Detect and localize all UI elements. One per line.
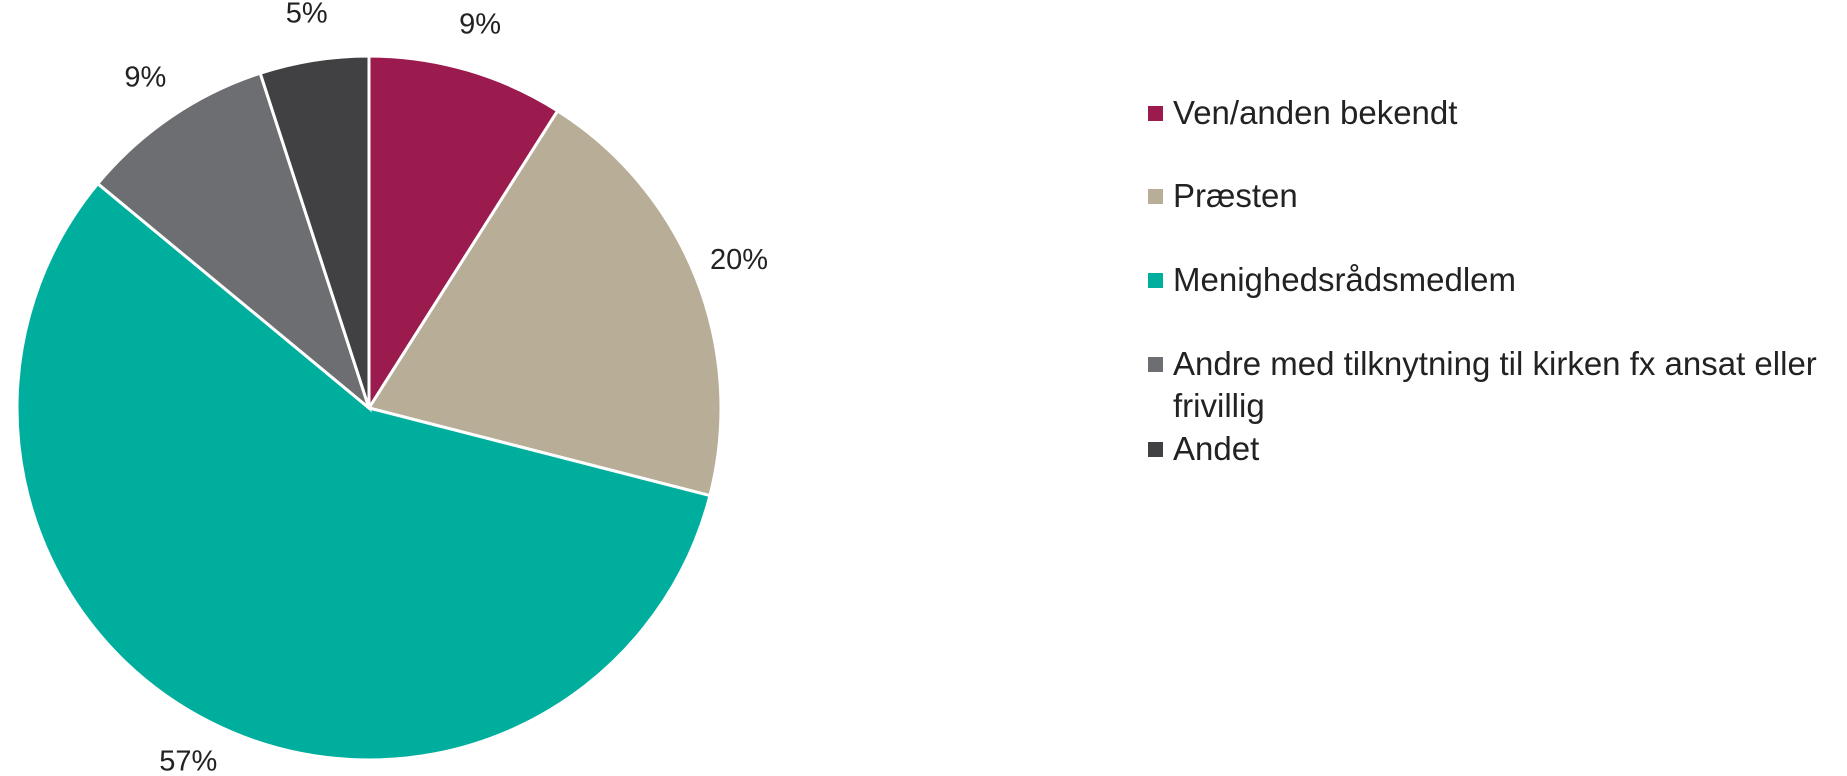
legend-swatch <box>1148 357 1163 372</box>
legend-label: Ven/anden bekendt <box>1173 94 1458 131</box>
pie-slice <box>15 181 712 762</box>
data-label: 9% <box>459 8 501 40</box>
pie-slice <box>366 108 723 498</box>
legend-item: Præsten <box>1148 175 1828 217</box>
legend-item: Andet <box>1148 428 1828 470</box>
legend-item: Menighedsrådsmedlem <box>1148 259 1828 301</box>
legend-label: Præsten <box>1173 177 1298 214</box>
legend-label: Menighedsrådsmedlem <box>1173 261 1517 298</box>
data-label: 20% <box>710 244 768 276</box>
legend-item: Ven/anden bekendt <box>1148 92 1828 134</box>
legend-swatch <box>1148 442 1163 457</box>
data-label: 5% <box>286 0 328 30</box>
data-label: 9% <box>124 61 166 93</box>
legend-label: Andre med tilknytning til kirken fx ansa… <box>1173 345 1817 424</box>
legend-item: Andre med tilknytning til kirken fx ansa… <box>1148 343 1828 427</box>
pie-slice <box>95 71 373 413</box>
legend-swatch <box>1148 106 1163 121</box>
data-label: 57% <box>159 745 217 776</box>
legend-swatch <box>1148 273 1163 288</box>
pie-slice <box>258 54 371 409</box>
pie-slice <box>367 54 560 414</box>
legend-swatch <box>1148 189 1163 204</box>
legend-label: Andet <box>1173 430 1260 467</box>
